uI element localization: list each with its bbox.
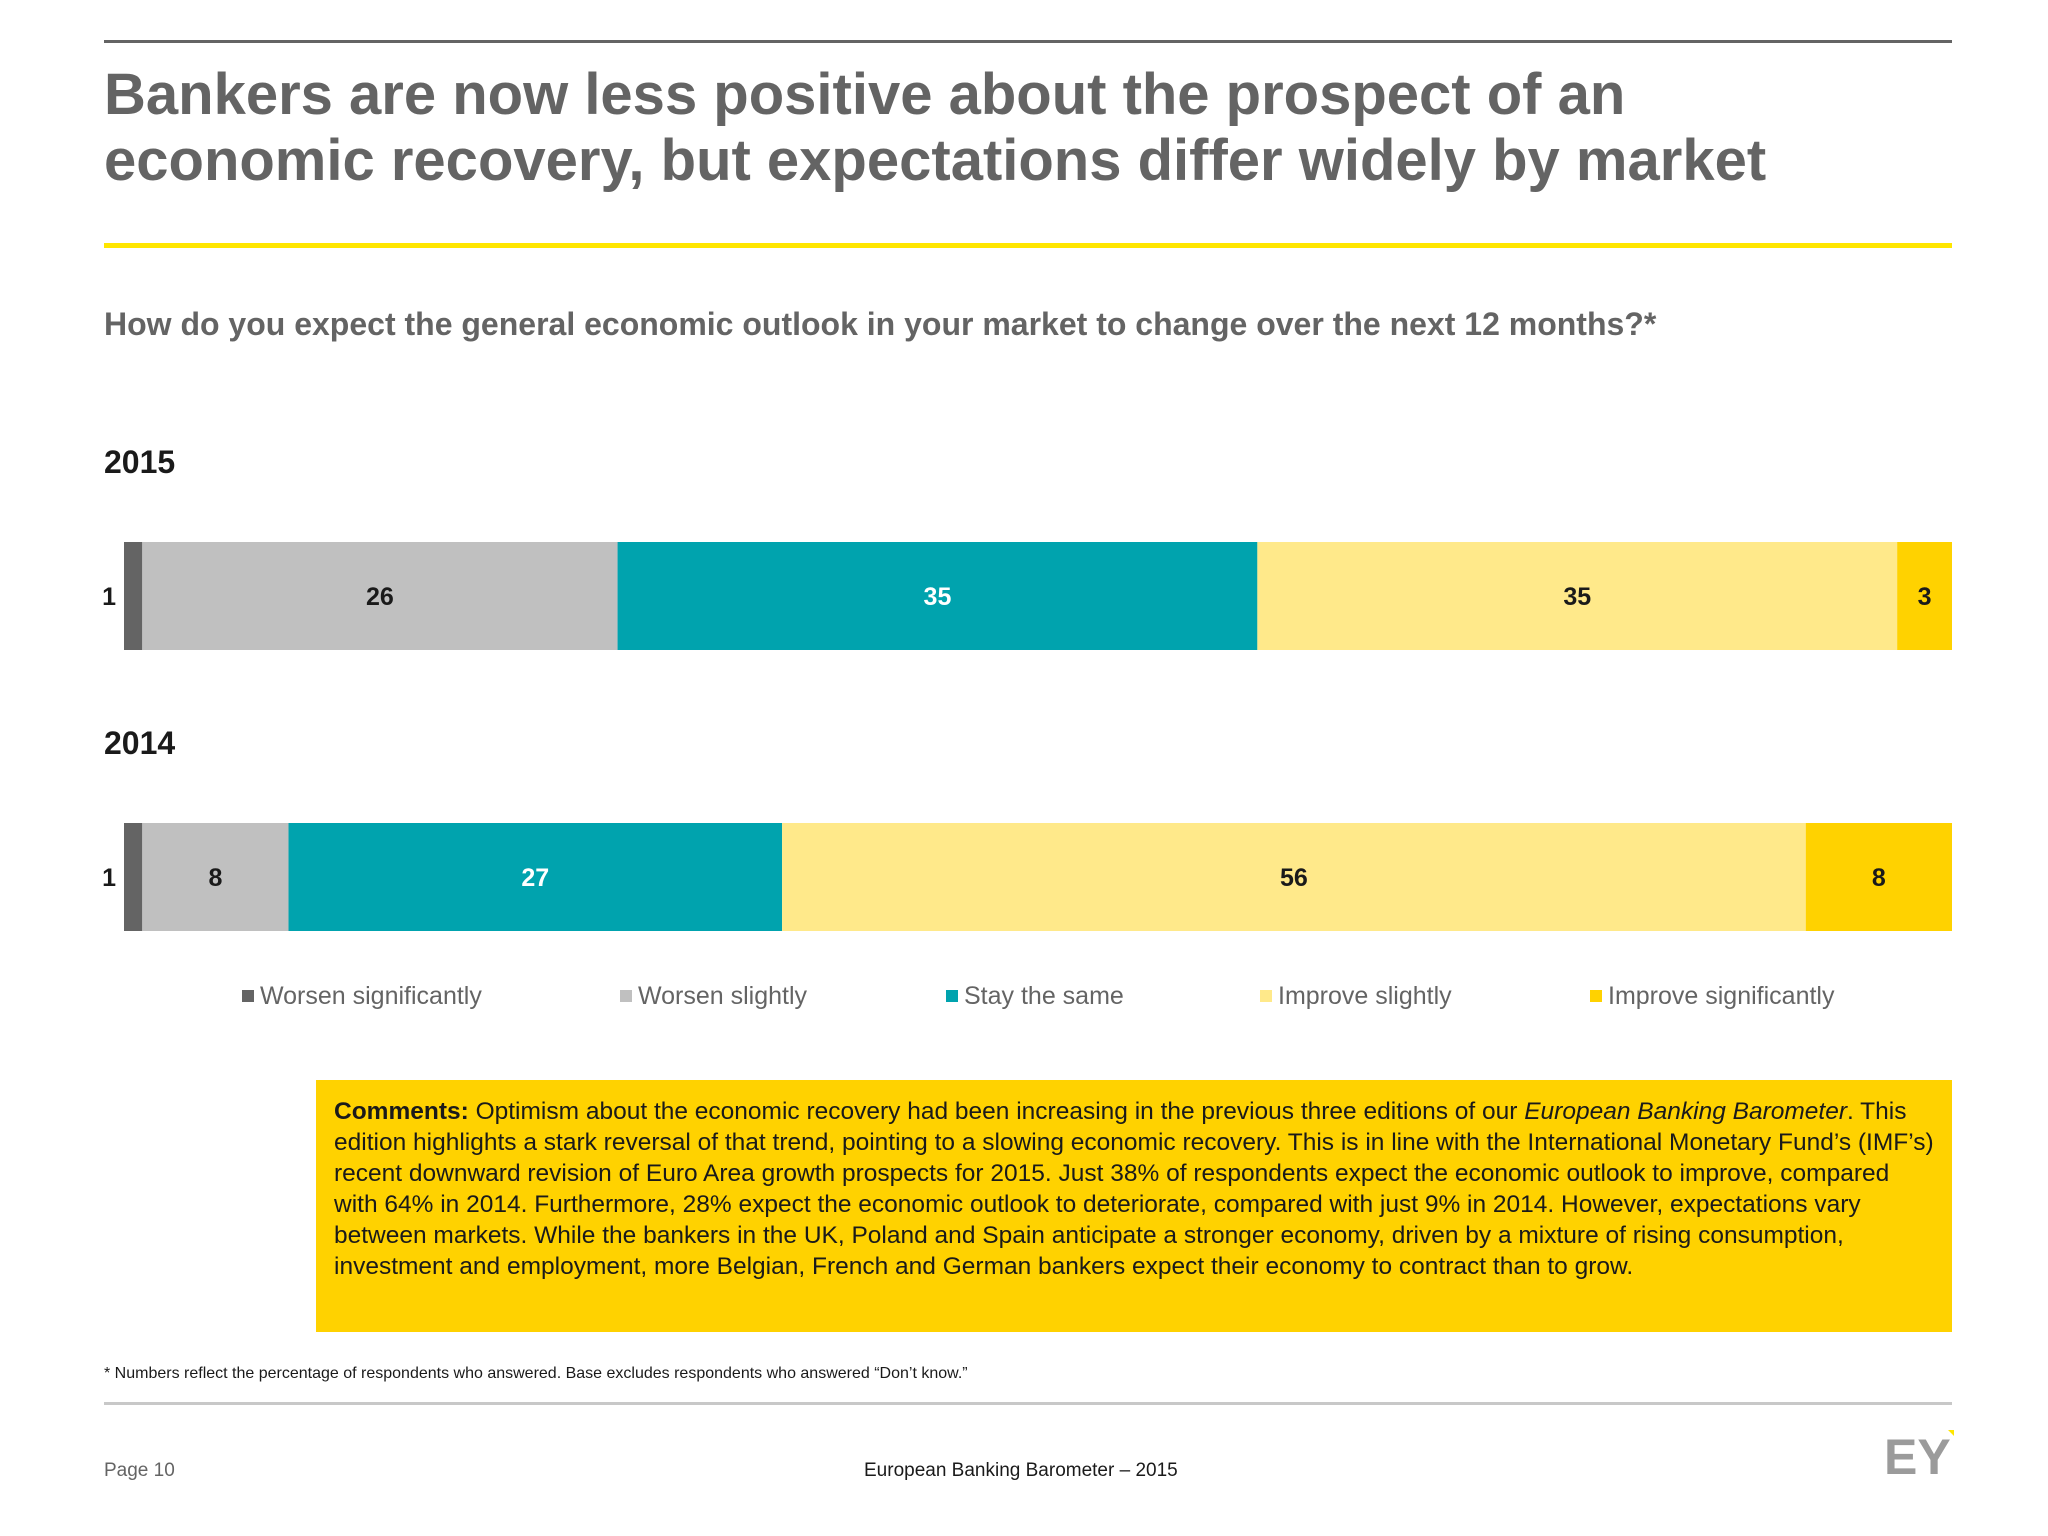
legend-label: Improve slightly	[1278, 982, 1452, 1010]
legend-label: Worsen significantly	[260, 982, 482, 1010]
legend-label: Improve significantly	[1608, 982, 1835, 1010]
stacked-bar-chart: 1 26 35 35 3 1 8 27 56 8	[102, 542, 1952, 931]
data-label-2014-0: 1	[102, 864, 116, 892]
legend-swatch	[946, 990, 958, 1002]
bottom-rule	[104, 1402, 1952, 1405]
bar-segment-2015-improve-slightly	[1257, 542, 1898, 650]
title-line-1: Bankers are now less positive about the …	[104, 62, 1626, 127]
comments-box: Comments: Optimism about the economic re…	[316, 1080, 1952, 1332]
legend-item-worsen-significantly: Worsen significantly	[242, 982, 482, 1011]
page-number: Page 10	[104, 1460, 175, 1481]
yellow-divider	[104, 243, 1952, 248]
logo-text: EY	[1884, 1430, 1951, 1480]
year-label-2015: 2015	[104, 444, 176, 480]
page-title: Bankers are now less positive about the …	[104, 62, 1952, 194]
ey-logo: EY	[1884, 1430, 1954, 1480]
legend-item-improve-significantly: Improve significantly	[1590, 982, 1834, 1011]
legend-swatch	[1260, 990, 1272, 1002]
survey-question: How do you expect the general economic o…	[104, 306, 1657, 342]
comments-text-a: Optimism about the economic recovery had…	[468, 1098, 1525, 1125]
bar-segment-2015-worsen-significantly	[124, 542, 143, 650]
legend-swatch	[1590, 990, 1602, 1002]
data-label-2015-4: 3	[1918, 583, 1932, 611]
comments-text-b: . This edition highlights a stark revers…	[334, 1098, 1934, 1280]
data-label-2014-4: 8	[1872, 864, 1886, 892]
bar-segment-2014-improve-significantly	[1805, 823, 1952, 931]
legend-item-worsen-slightly: Worsen slightly	[620, 982, 807, 1011]
data-label-2014-3: 56	[1280, 864, 1308, 892]
data-label-2015-1: 26	[366, 583, 394, 611]
bar-segment-2014-stay-the-same	[288, 823, 783, 931]
top-rule	[104, 40, 1952, 43]
data-label-2014-2: 27	[521, 864, 549, 892]
legend-swatch	[620, 990, 632, 1002]
legend-item-improve-slightly: Improve slightly	[1260, 982, 1452, 1011]
year-label-2014: 2014	[104, 725, 176, 761]
legend-item-stay-the-same: Stay the same	[946, 982, 1124, 1011]
data-label-2015-3: 35	[1563, 583, 1591, 611]
legend-swatch	[242, 990, 254, 1002]
bar-segment-2015-improve-significantly	[1897, 542, 1952, 650]
legend-label: Worsen slightly	[638, 982, 808, 1010]
title-line-2: economic recovery, but expectations diff…	[104, 128, 1767, 193]
footnote: * Numbers reflect the percentage of resp…	[104, 1365, 968, 1382]
bar-segment-2015-worsen-slightly	[142, 542, 618, 650]
bar-segment-2014-improve-slightly	[782, 823, 1806, 931]
bar-segment-2014-worsen-significantly	[124, 823, 143, 931]
bar-segment-2015-stay-the-same	[617, 542, 1258, 650]
data-label-2015-0: 1	[102, 583, 116, 611]
bar-segment-2014-worsen-slightly	[142, 823, 289, 931]
comments-publication: European Banking Barometer	[1524, 1098, 1848, 1125]
data-label-2014-1: 8	[208, 864, 222, 892]
comments-heading: Comments:	[334, 1098, 469, 1125]
legend-label: Stay the same	[964, 982, 1124, 1010]
footer-title: European Banking Barometer – 2015	[864, 1460, 1178, 1481]
data-label-2015-2: 35	[924, 583, 952, 611]
chart-legend: Worsen significantly Worsen slightly Sta…	[0, 982, 2048, 1018]
